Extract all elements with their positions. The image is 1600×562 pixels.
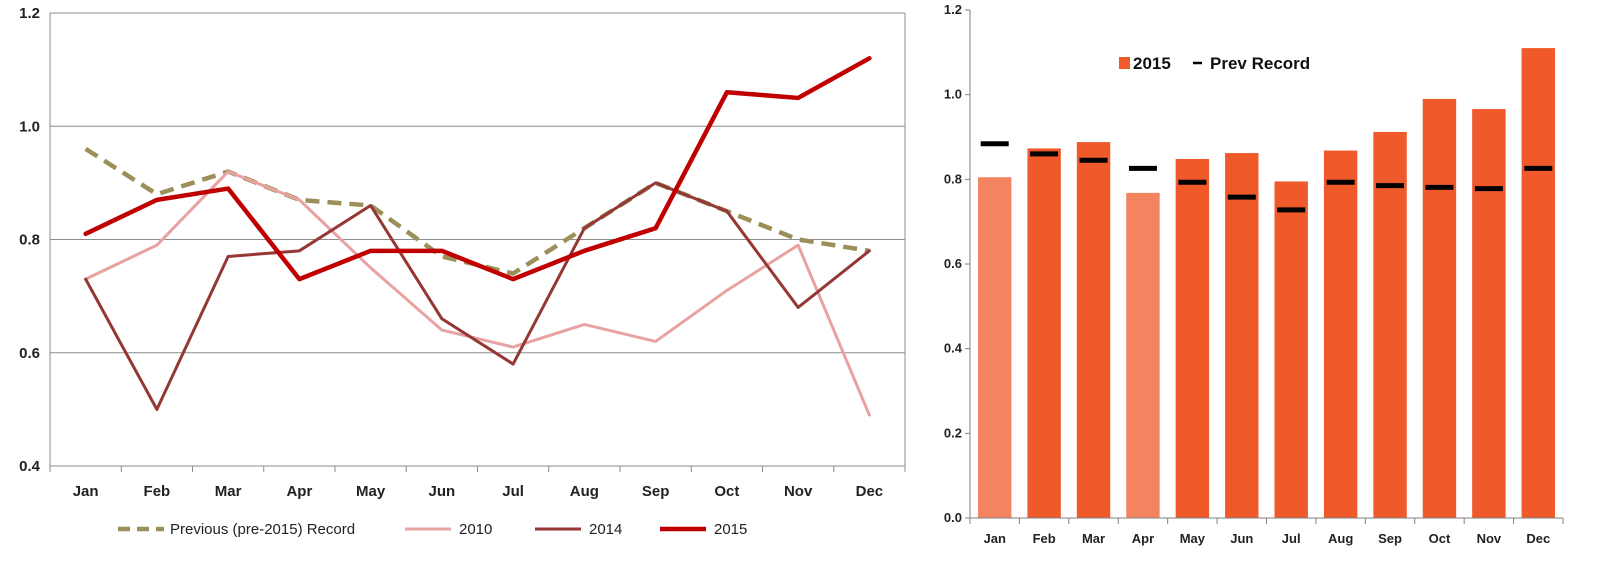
x-tick-label: Jan — [984, 531, 1006, 546]
y-tick-label: 0.8 — [19, 232, 40, 249]
series-line-previous-pre-2015-record — [84, 147, 870, 276]
x-tick-label: Jun — [429, 483, 456, 500]
x-tick-label: Oct — [714, 483, 739, 500]
series-line-2014 — [84, 181, 871, 411]
y-tick-label: 1.0 — [944, 87, 962, 102]
x-tick-label: Sep — [642, 483, 670, 500]
x-tick-label: May — [1180, 531, 1206, 546]
x-tick-label: Feb — [1033, 531, 1056, 546]
x-tick-label: Mar — [1082, 531, 1105, 546]
legend-label-marker: Prev Record — [1210, 54, 1310, 73]
bar-dec — [1521, 48, 1555, 518]
x-tick-label: Aug — [1328, 531, 1353, 546]
bar-chart: 0.0 0.2 0.4 0.6 0.8 1.0 1.2 Jan Feb Mar Apr May Jun J… — [944, 2, 1564, 546]
x-tick-label: Apr — [1132, 531, 1154, 546]
legend-label-bars: 2015 — [1133, 54, 1171, 73]
y-tick-label: 1.2 — [19, 5, 40, 22]
x-tick-label: Jan — [73, 483, 99, 500]
y-tick-label: 0.4 — [19, 458, 41, 475]
legend-label: 2015 — [714, 521, 747, 538]
x-tick-label: Nov — [1477, 531, 1502, 546]
bar-oct — [1422, 98, 1457, 519]
y-tick-label: 1.0 — [19, 118, 40, 135]
x-tick-label: Aug — [570, 483, 599, 500]
y-tick-label: 0.6 — [19, 345, 40, 362]
y-tick-label: 0.4 — [944, 341, 963, 356]
x-tick-label: Jun — [1230, 531, 1253, 546]
x-tick-label: Dec — [1526, 531, 1550, 546]
bar-jan — [978, 177, 1012, 518]
bar-apr — [1126, 192, 1160, 518]
bar-jul — [1274, 181, 1308, 518]
legend-label: Previous (pre-2015) Record — [170, 521, 355, 538]
x-tick-label: Jul — [1282, 531, 1301, 546]
y-tick-label: 0.2 — [944, 425, 962, 440]
x-tick-label: Mar — [215, 483, 242, 500]
legend-swatch-bars — [1119, 57, 1130, 69]
series-line-2010 — [84, 170, 871, 417]
bar-sep — [1373, 131, 1407, 519]
legend-label: 2014 — [589, 521, 622, 538]
bar-feb — [1027, 148, 1061, 518]
line-chart: 0.4 0.6 0.8 1.0 1.2 Jan Feb Mar Apr May Jun Jul Aug S… — [19, 5, 906, 538]
y-tick-label: 0.0 — [944, 510, 962, 525]
x-tick-label: Feb — [144, 483, 171, 500]
bar-mar — [1076, 142, 1111, 518]
bar-may — [1175, 159, 1210, 518]
x-tick-label: Nov — [784, 483, 813, 500]
series-line-2015 — [83, 56, 872, 282]
x-tick-label: Apr — [286, 483, 312, 500]
x-tick-label: Jul — [502, 483, 524, 500]
bar-nov — [1472, 109, 1506, 518]
x-tick-label: Dec — [856, 483, 884, 500]
y-tick-label: 1.2 — [944, 2, 962, 17]
x-tick-label: May — [356, 483, 386, 500]
y-tick-label: 0.8 — [944, 171, 962, 186]
legend-label: 2010 — [459, 521, 492, 538]
x-tick-label: Sep — [1378, 531, 1402, 546]
bar-jun — [1225, 153, 1259, 518]
x-tick-label: Oct — [1429, 531, 1451, 546]
y-tick-label: 0.6 — [944, 256, 962, 271]
bar-aug — [1323, 150, 1358, 518]
